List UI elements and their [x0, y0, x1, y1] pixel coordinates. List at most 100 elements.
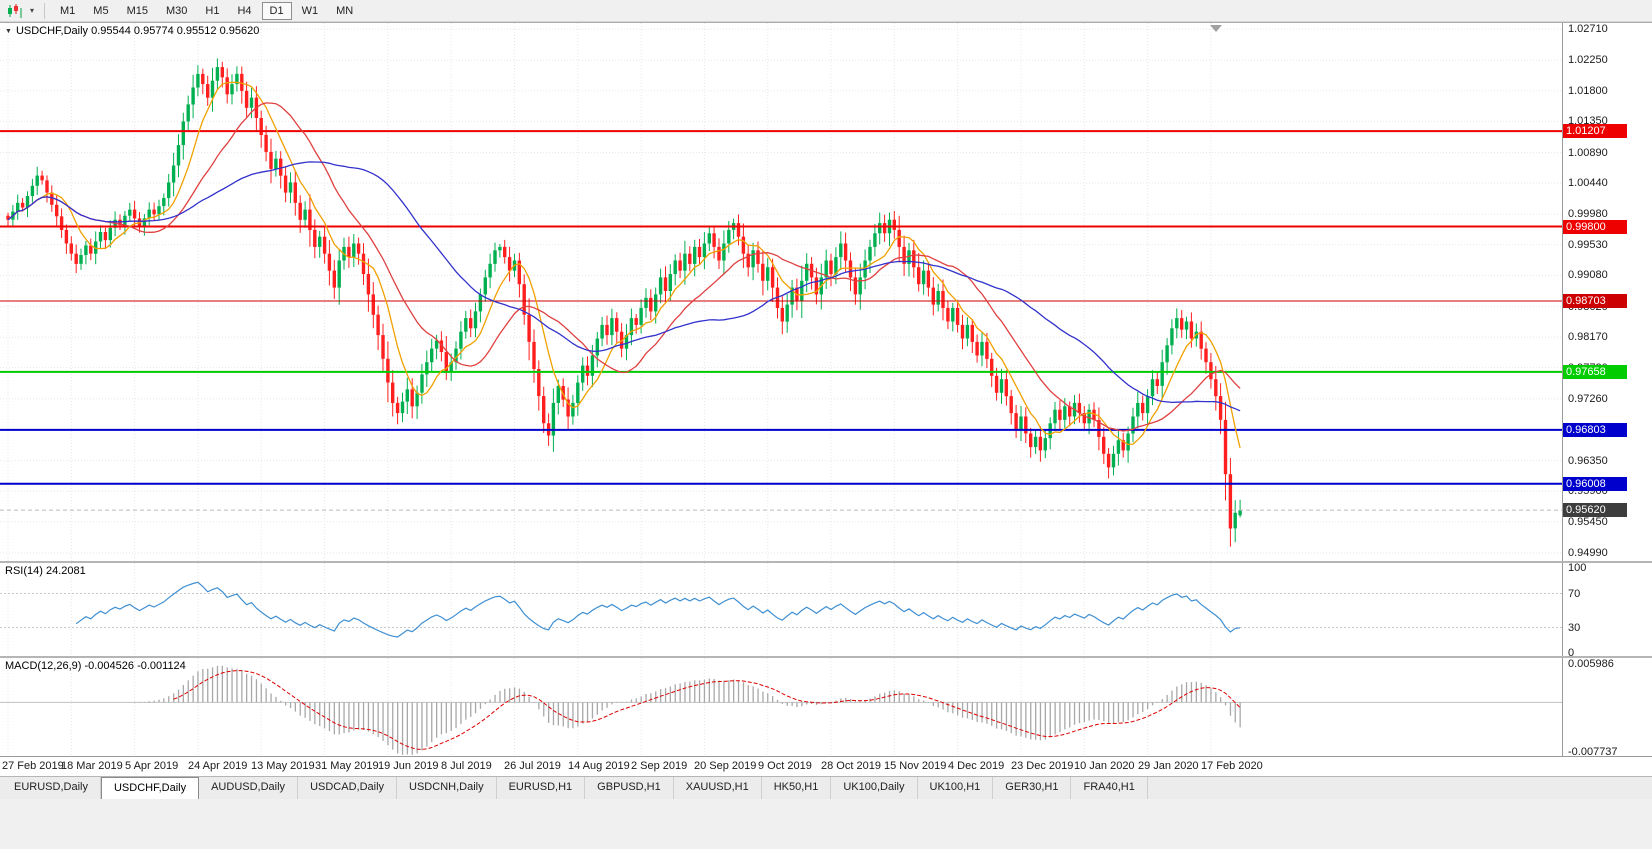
price-chart-panel[interactable]: ▼ USDCHF,Daily 0.95544 0.95774 0.95512 0.… [0, 23, 1652, 561]
toolbar-separator [44, 2, 45, 19]
price-line-badge: 0.96008 [1563, 476, 1627, 491]
macd-tick-max: 0.005986 [1568, 658, 1614, 670]
current-price-badge: 0.95620 [1563, 503, 1627, 518]
sma-45-line [7, 161, 1241, 412]
date-tick: 19 Jun 2019 [378, 760, 439, 772]
candlestick-chart[interactable] [0, 23, 1562, 561]
chart-tab-usdchf-daily[interactable]: USDCHF,Daily [100, 777, 200, 799]
date-tick: 9 Oct 2019 [758, 760, 812, 772]
price-tick: 0.96350 [1568, 454, 1608, 467]
date-tick: 27 Feb 2019 [2, 760, 64, 772]
price-tick: 1.02710 [1568, 23, 1608, 36]
chart-tab-uk100-daily[interactable]: UK100,Daily [831, 777, 918, 799]
grid-layer [0, 23, 1562, 561]
date-tick: 24 Apr 2019 [188, 760, 248, 772]
price-tick: 0.94990 [1568, 546, 1608, 559]
timeframe-button-m1[interactable]: M1 [52, 2, 83, 20]
price-tick: 1.00890 [1568, 146, 1608, 159]
sma-8-line [7, 81, 1241, 449]
chart-tab-eurusd-h1[interactable]: EURUSD,H1 [497, 777, 586, 799]
date-tick: 28 Oct 2019 [821, 760, 881, 772]
date-tick: 29 Jan 2020 [1138, 760, 1199, 772]
chart-tab-fra40-h1[interactable]: FRA40,H1 [1071, 777, 1148, 799]
price-line-badge: 0.97658 [1563, 364, 1627, 379]
chart-tab-xauusd-h1[interactable]: XAUUSD,H1 [674, 777, 762, 799]
price-tick: 1.02250 [1568, 54, 1608, 67]
date-tick: 23 Dec 2019 [1011, 760, 1074, 772]
price-line-badge: 0.98703 [1563, 294, 1627, 308]
chart-title-triangle-icon: ▼ [5, 28, 12, 35]
grid-layer [0, 658, 1562, 756]
chart-type-icon[interactable] [4, 2, 26, 20]
price-tick: 1.01800 [1568, 84, 1608, 97]
macd-histogram [134, 665, 1241, 755]
rsi-tick: 30 [1568, 621, 1581, 634]
macd-signal-line [173, 670, 1241, 750]
rsi-panel[interactable]: RSI(14) 24.2081 100 70 30 0 [0, 561, 1652, 656]
price-line-badge: 0.96803 [1563, 422, 1627, 437]
rsi-tick: 0 [1568, 647, 1575, 656]
chart-tab-usdcnh-daily[interactable]: USDCNH,Daily [397, 777, 497, 799]
rsi-tick: 100 [1568, 562, 1587, 574]
date-tick: 4 Dec 2019 [948, 760, 1005, 772]
rsi-label: RSI(14) 24.2081 [5, 565, 86, 577]
price-tick: 0.99980 [1568, 208, 1608, 221]
timeframe-button-m15[interactable]: M15 [119, 2, 156, 20]
timeframe-button-mn[interactable]: MN [328, 2, 361, 20]
timeframe-button-w1[interactable]: W1 [294, 2, 327, 20]
price-line-badge: 0.99800 [1563, 219, 1627, 234]
chart-tab-audusd-daily[interactable]: AUDUSD,Daily [199, 777, 299, 799]
price-tick: 0.97260 [1568, 392, 1608, 405]
price-tick: 0.98170 [1568, 331, 1608, 344]
chart-tab-gbpusd-h1[interactable]: GBPUSD,H1 [585, 777, 674, 799]
date-tick: 18 Mar 2019 [61, 760, 123, 772]
price-line-badge: 1.01207 [1563, 124, 1627, 139]
macd-panel[interactable]: MACD(12,26,9) -0.004526 -0.001124 0.0059… [0, 656, 1652, 756]
chart-tab-usdcad-daily[interactable]: USDCAD,Daily [298, 777, 398, 799]
timeframe-button-d1[interactable]: D1 [261, 1, 292, 20]
date-tick: 8 Jul 2019 [441, 760, 492, 772]
date-tick: 14 Aug 2019 [568, 760, 630, 772]
macd-axis[interactable]: 0.005986 -0.007737 [1562, 658, 1652, 756]
date-tick: 2 Sep 2019 [631, 760, 688, 772]
chart-window: ▼ USDCHF,Daily 0.95544 0.95774 0.95512 0.… [0, 22, 1652, 776]
price-axis[interactable]: 1.02710 1.02250 1.01800 1.01350 1.00890 1.004… [1562, 23, 1652, 561]
date-tick: 26 Jul 2019 [504, 760, 561, 772]
support-resistance-lines [0, 130, 1562, 511]
date-tick: 5 Apr 2019 [125, 760, 179, 772]
macd-label: MACD(12,26,9) -0.004526 -0.001124 [5, 660, 186, 672]
date-tick: 10 Jan 2020 [1074, 760, 1135, 772]
date-tick: 20 Sep 2019 [694, 760, 757, 772]
grid-layer [0, 563, 1562, 656]
rsi-axis[interactable]: 100 70 30 0 [1562, 563, 1652, 656]
rsi-chart[interactable] [0, 563, 1562, 656]
chart-tab-ger30-h1[interactable]: GER30,H1 [993, 777, 1072, 799]
date-tick: 15 Nov 2019 [884, 760, 947, 772]
timeframe-button-m30[interactable]: M30 [158, 2, 195, 20]
date-tick: 13 May 2019 [251, 760, 315, 772]
rsi-tick: 70 [1568, 587, 1581, 600]
macd-chart[interactable] [0, 658, 1562, 756]
chevron-down-icon[interactable]: ▾ [29, 6, 34, 15]
rsi-line [75, 581, 1241, 638]
time-axis[interactable]: 27 Feb 2019 18 Mar 2019 5 Apr 2019 24 Apr 2… [0, 756, 1652, 776]
chart-tabs-bar: EURUSD,Daily USDCHF,Daily AUDUSD,Daily USDC… [0, 776, 1652, 799]
price-tick: 0.95450 [1568, 515, 1608, 528]
timeframe-button-m5[interactable]: M5 [85, 2, 116, 20]
chart-ohlc-title: ▼ USDCHF,Daily 0.95544 0.95774 0.95512 0.… [5, 25, 260, 37]
date-tick: 17 Feb 2020 [1201, 760, 1263, 772]
sma-20-line [7, 102, 1241, 432]
date-tick: 31 May 2019 [315, 760, 379, 772]
chart-tab-uk100-h1[interactable]: UK100,H1 [918, 777, 994, 799]
price-tick: 0.99530 [1568, 238, 1608, 251]
price-tick: 0.99080 [1568, 269, 1608, 282]
timeframe-button-h4[interactable]: H4 [229, 2, 259, 20]
timeframe-button-h1[interactable]: H1 [197, 2, 227, 20]
ma-lines [7, 81, 1241, 449]
chart-tab-hk50-h1[interactable]: HK50,H1 [762, 777, 832, 799]
chart-tab-eurusd-daily[interactable]: EURUSD,Daily [2, 777, 101, 799]
status-strip [0, 799, 1652, 845]
shift-marker-icon [1210, 25, 1222, 32]
price-tick: 1.00440 [1568, 177, 1608, 190]
macd-tick-min: -0.007737 [1568, 746, 1618, 756]
